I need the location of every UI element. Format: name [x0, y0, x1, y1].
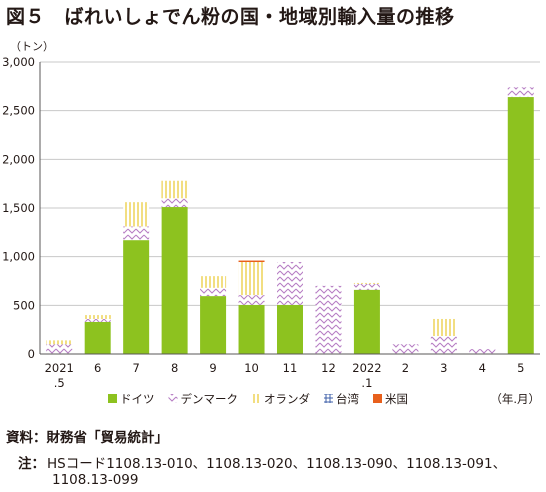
bar-segment-germany — [161, 207, 188, 354]
legend-label-taiwan: 台湾 — [336, 392, 359, 406]
x-tick-label: 2 — [402, 361, 409, 375]
x-tick-label: 10 — [244, 361, 259, 375]
bar-segment-netherlands — [84, 315, 111, 319]
y-tick-label: 2,500 — [2, 104, 35, 118]
legend-swatch-usa — [373, 394, 382, 403]
legend-swatch-denmark — [168, 394, 178, 403]
y-tick-label: 2,000 — [2, 152, 35, 166]
x-tick-label: 11 — [283, 361, 298, 375]
bar-segment-denmark — [392, 344, 419, 354]
bar-segment-denmark — [315, 285, 342, 354]
bar-segment-germany — [277, 304, 303, 354]
bar-segment-denmark — [200, 287, 227, 297]
legend-label-germany: ドイツ — [120, 392, 155, 406]
x-tick-label: .1 — [361, 376, 372, 390]
x-tick-label: .5 — [54, 376, 65, 390]
bar-segment-netherlands — [46, 340, 73, 345]
bar-segment-denmark — [238, 295, 265, 305]
bar-segment-germany — [353, 289, 380, 354]
legend-label-netherlands: オランダ — [264, 392, 310, 406]
y-tick-label: 1,500 — [2, 201, 35, 215]
source-note: 資料：財務省「貿易統計」 — [6, 430, 168, 446]
legend-label-usa: 米国 — [385, 392, 408, 406]
chart-title: 図５ ばれいしょでん粉の国・地域別輸入量の推移 — [6, 6, 455, 28]
y-tick-label: 0 — [28, 347, 35, 361]
bar-segment-usa — [238, 260, 265, 263]
bar-segment-germany — [507, 97, 534, 354]
bar-segment-netherlands — [123, 202, 150, 227]
bar-segment-netherlands — [430, 318, 457, 336]
x-tick-label: 9 — [209, 361, 216, 375]
bar-segment-netherlands — [200, 276, 227, 288]
bar-segment-denmark — [277, 262, 303, 305]
bar-segment-germany — [123, 240, 150, 354]
y-tick-label: 500 — [13, 298, 35, 312]
x-tick-label: 7 — [132, 361, 139, 375]
bar-segment-denmark — [353, 283, 380, 290]
stacked-bar-chart: 0 500 1,000 1,500 2,000 2,500 3,000 （トン） 2021.5 6… — [2, 40, 540, 406]
bar-segment-denmark — [430, 335, 457, 354]
bar-segment-denmark — [84, 318, 111, 322]
x-tick-label: 12 — [321, 361, 336, 375]
legend-label-denmark: デンマーク — [181, 392, 239, 406]
bar-segment-netherlands — [238, 262, 265, 296]
x-unit-label: （年.月） — [490, 392, 540, 406]
bar-segment-netherlands — [161, 180, 188, 199]
legend-swatch-taiwan — [324, 394, 333, 403]
bar-segment-netherlands — [353, 282, 380, 284]
x-tick-label: 2022 — [352, 361, 381, 375]
legend-swatch-germany — [108, 394, 117, 403]
bar-segment-denmark — [507, 87, 534, 98]
x-tick-label: 5 — [517, 361, 524, 375]
y-tick-label: 3,000 — [2, 55, 35, 69]
bar-segment-germany — [238, 304, 265, 354]
note-line-1: 注： HSコード1108.13-010、1108.13-020、1108.13-0… — [18, 452, 506, 472]
note-line-2: 1108.13-099 — [52, 472, 139, 488]
bar-segment-denmark — [46, 344, 73, 354]
bar-segment-denmark — [123, 226, 150, 241]
x-tick-label: 4 — [479, 361, 486, 375]
bar-segment-germany — [200, 296, 227, 354]
x-tick-label: 6 — [94, 361, 101, 375]
bar-segment-germany — [84, 321, 111, 354]
note-label: 注： — [18, 456, 45, 472]
bar-segment-denmark — [469, 349, 496, 354]
y-unit-label: （トン） — [10, 40, 54, 53]
note-text-1: HSコード1108.13-010、1108.13-020、1108.13-090… — [47, 456, 507, 472]
bar-segment-denmark — [161, 198, 188, 208]
x-tick-label: 2021 — [45, 361, 74, 375]
legend-swatch-netherlands — [252, 394, 261, 403]
y-tick-label: 1,000 — [2, 250, 35, 264]
x-tick-label: 8 — [171, 361, 178, 375]
x-tick-label: 3 — [440, 361, 447, 375]
